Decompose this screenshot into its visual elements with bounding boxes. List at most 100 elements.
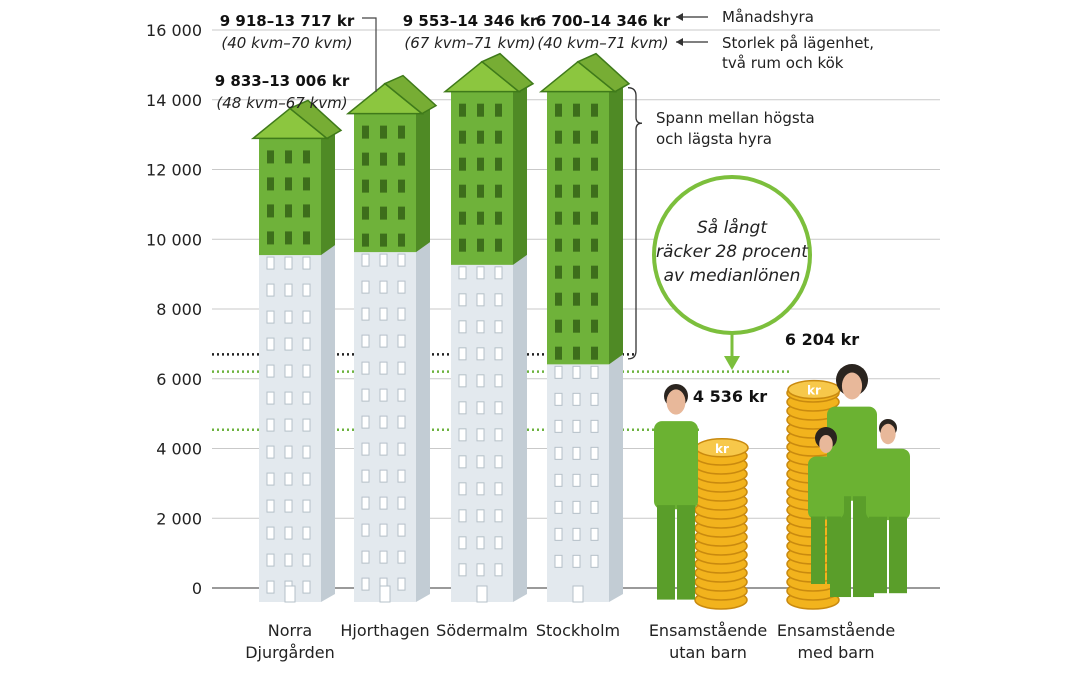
head <box>666 389 686 415</box>
window <box>303 150 310 164</box>
window <box>379 523 388 537</box>
window <box>267 150 274 164</box>
x-category-label: med barn <box>797 643 874 662</box>
window <box>458 428 467 442</box>
window <box>284 526 293 540</box>
window <box>494 455 503 469</box>
building-rent-span-side <box>416 101 430 253</box>
window <box>459 184 466 198</box>
window <box>302 445 311 459</box>
x-category-label: Djurgården <box>245 643 335 662</box>
window <box>555 103 562 117</box>
window <box>284 472 293 486</box>
window <box>362 233 369 247</box>
window <box>555 130 562 144</box>
window <box>555 292 562 306</box>
window <box>266 580 275 594</box>
window <box>379 496 388 510</box>
window <box>302 526 311 540</box>
window <box>361 577 370 591</box>
window <box>495 157 502 171</box>
window <box>398 179 405 193</box>
y-tick-label: 8 000 <box>156 300 202 319</box>
window <box>379 442 388 456</box>
window <box>476 536 485 550</box>
window <box>266 283 275 297</box>
window <box>591 319 598 333</box>
leg <box>889 516 907 594</box>
window <box>555 265 562 279</box>
window <box>285 204 292 218</box>
window <box>302 256 311 270</box>
window <box>397 469 406 483</box>
x-category-label: utan barn <box>669 643 747 662</box>
girl-figure <box>808 427 844 584</box>
window <box>476 428 485 442</box>
window <box>494 482 503 496</box>
rent-range-label: 9 833–13 006 kr <box>215 72 350 90</box>
window <box>458 347 467 361</box>
y-tick-label: 16 000 <box>146 21 202 40</box>
building-2 <box>345 74 438 603</box>
window <box>284 391 293 405</box>
window <box>362 125 369 139</box>
window <box>573 319 580 333</box>
window <box>494 536 503 550</box>
window <box>379 361 388 375</box>
window <box>555 157 562 171</box>
window <box>380 152 387 166</box>
callout-text: räcker 28 procent <box>656 242 809 262</box>
window <box>398 125 405 139</box>
window <box>362 206 369 220</box>
window <box>267 204 274 218</box>
window <box>266 499 275 513</box>
window <box>302 283 311 297</box>
window <box>554 554 563 568</box>
building-3 <box>442 52 535 603</box>
window <box>591 346 598 360</box>
window <box>555 346 562 360</box>
leg <box>811 516 825 584</box>
window <box>590 527 599 541</box>
window <box>302 580 311 594</box>
window <box>302 472 311 486</box>
building-roof-side <box>383 74 438 115</box>
window <box>459 130 466 144</box>
window <box>591 265 598 279</box>
door <box>476 585 488 603</box>
window <box>494 428 503 442</box>
window <box>284 499 293 513</box>
building-rent-span-front <box>451 87 513 265</box>
window <box>302 310 311 324</box>
window <box>458 563 467 577</box>
window <box>379 550 388 564</box>
leg <box>827 516 841 584</box>
window <box>458 374 467 388</box>
x-category-label: Hjorthagen <box>340 621 429 640</box>
window <box>554 527 563 541</box>
window <box>573 211 580 225</box>
window <box>572 473 581 487</box>
window <box>380 179 387 193</box>
window <box>379 307 388 321</box>
window <box>494 509 503 523</box>
window <box>591 184 598 198</box>
window <box>495 211 502 225</box>
window <box>554 392 563 406</box>
window <box>397 361 406 375</box>
window <box>477 157 484 171</box>
x-category-label: Norra <box>268 621 312 640</box>
window <box>361 523 370 537</box>
window <box>266 364 275 378</box>
window <box>458 293 467 307</box>
torso <box>808 456 844 520</box>
window <box>476 563 485 577</box>
window <box>477 238 484 252</box>
window <box>477 130 484 144</box>
window <box>591 238 598 252</box>
window <box>590 554 599 568</box>
window <box>590 500 599 514</box>
leg <box>657 505 675 600</box>
window <box>397 496 406 510</box>
window <box>477 211 484 225</box>
